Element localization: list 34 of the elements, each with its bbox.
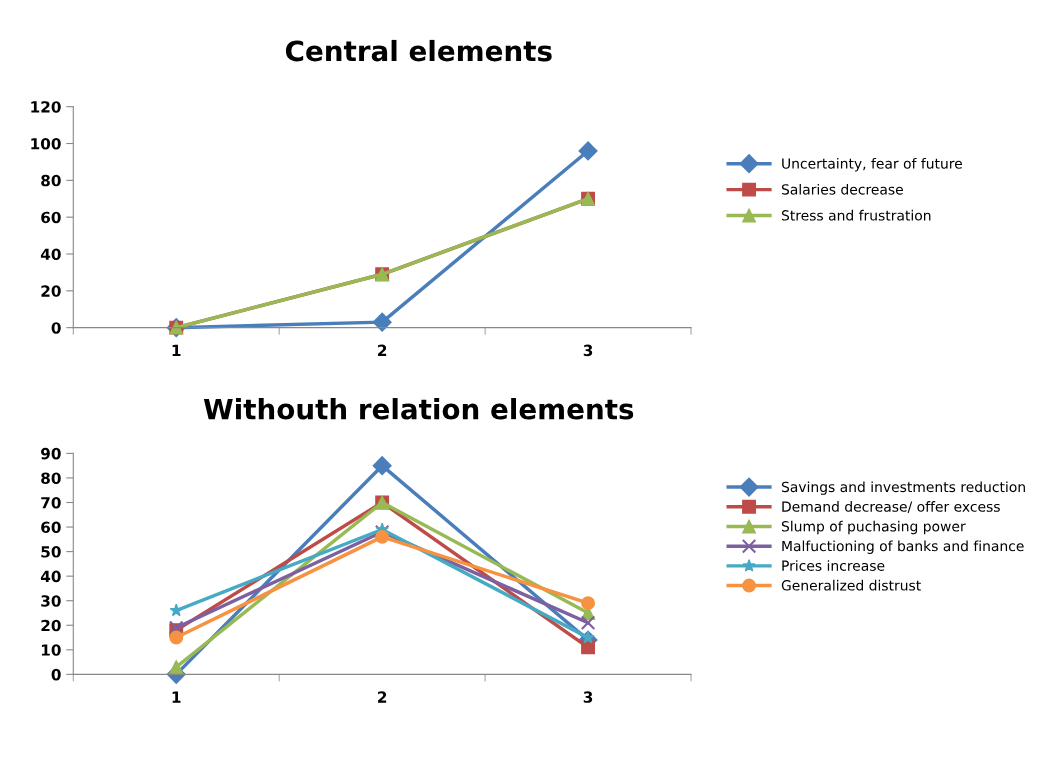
legend-label: Uncertainty, fear of future bbox=[782, 157, 962, 172]
legend-label: Salaries decrease bbox=[781, 183, 903, 195]
y-tick-label: 100 bbox=[31, 137, 61, 150]
chart-title: Central elements bbox=[285, 39, 552, 62]
y-tick-label: 90 bbox=[41, 447, 61, 460]
y-tick-label: 50 bbox=[41, 546, 61, 558]
y-tick-label: 80 bbox=[41, 174, 61, 187]
x-tick-label: 2 bbox=[378, 344, 387, 356]
x-tick-label: 2 bbox=[378, 691, 387, 703]
legend-label: Malfuctioning of banks and finance bbox=[782, 540, 1024, 554]
y-tick-label: 40 bbox=[40, 570, 61, 583]
y-tick-label: 20 bbox=[41, 285, 61, 297]
x-tick-label: 1 bbox=[172, 344, 181, 356]
chart-title: Withouth relation elements bbox=[203, 398, 634, 420]
legend-label: Prices increase bbox=[782, 560, 885, 571]
y-tick-label: 70 bbox=[41, 496, 61, 509]
y-tick-label: 80 bbox=[41, 472, 61, 484]
legend-label: Savings and investments reduction bbox=[781, 481, 1025, 495]
legend-label: Generalized distrust bbox=[781, 579, 921, 591]
y-tick-label: 60 bbox=[41, 521, 61, 534]
y-tick-label: 30 bbox=[41, 595, 61, 607]
y-tick-label: 60 bbox=[41, 211, 61, 224]
x-tick-label: 3 bbox=[583, 344, 593, 357]
x-tick-label: 1 bbox=[172, 691, 181, 703]
legend-label: Demand decrease/ offer excess bbox=[782, 501, 1000, 513]
y-tick-label: 10 bbox=[41, 644, 61, 656]
y-tick-label: 120 bbox=[31, 101, 61, 113]
y-tick-label: 0 bbox=[51, 322, 61, 334]
legend-label: Slump of puchasing power bbox=[781, 520, 966, 535]
y-tick-label: 0 bbox=[51, 668, 61, 681]
y-tick-label: 40 bbox=[40, 248, 61, 261]
legend-label: Stress and frustration bbox=[781, 209, 931, 221]
y-tick-label: 20 bbox=[41, 619, 61, 632]
x-tick-label: 3 bbox=[583, 691, 593, 703]
